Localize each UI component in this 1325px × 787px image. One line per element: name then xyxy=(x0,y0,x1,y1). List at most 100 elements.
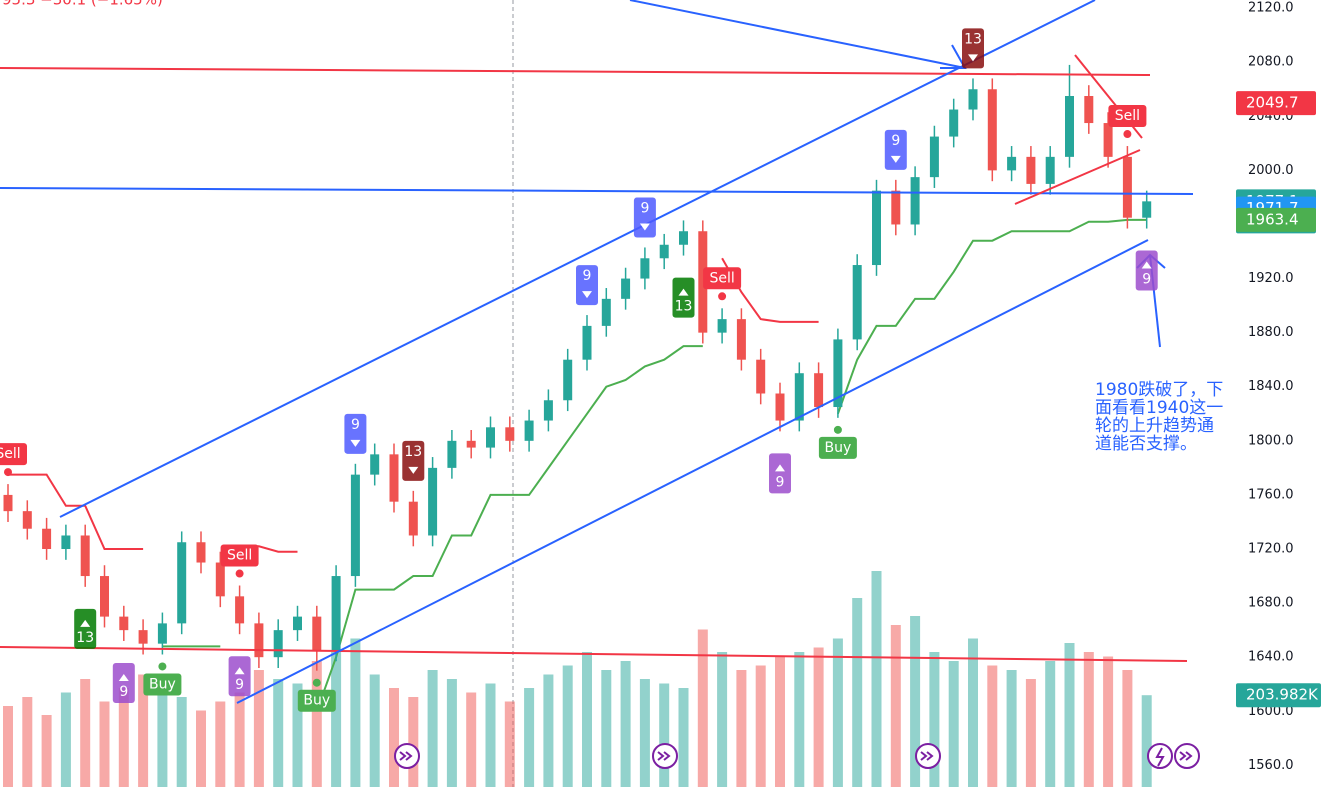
volume-bar xyxy=(446,679,457,787)
candle-body xyxy=(1045,156,1055,184)
candle-body xyxy=(370,454,380,475)
volume-badge-label: 203.982K xyxy=(1246,686,1319,704)
volume xyxy=(3,571,1152,787)
y-tick-label: 2120.0 xyxy=(1248,1,1294,16)
signal-dot xyxy=(312,678,321,687)
volume-bar xyxy=(736,670,747,787)
volume-bar xyxy=(99,701,110,787)
y-tick-label: 2080.0 xyxy=(1248,55,1294,70)
candle-body xyxy=(235,596,245,624)
volume-bar xyxy=(138,674,149,787)
volume-bar xyxy=(755,665,766,787)
icon xyxy=(394,743,420,769)
replay-icons xyxy=(394,743,1200,769)
volume-bar xyxy=(1122,670,1133,787)
signal-box xyxy=(1108,105,1147,128)
volume-bar xyxy=(524,688,535,787)
volume-bar xyxy=(504,701,515,787)
td-marker xyxy=(769,453,791,494)
volume-bar xyxy=(350,638,361,787)
volume-bar xyxy=(41,715,52,787)
td-marker xyxy=(962,28,984,69)
td-label: 9 xyxy=(776,474,785,490)
td-marker xyxy=(344,413,367,454)
y-tick-label: 1760.0 xyxy=(1248,487,1294,502)
volume-bar xyxy=(639,679,650,787)
price-axis-labels: 2120.02080.02040.02000.01960.01920.01880… xyxy=(1236,1,1321,773)
candle-body xyxy=(177,542,187,624)
volume-bar xyxy=(427,670,438,787)
channel-upper xyxy=(59,0,1096,518)
volume-bar xyxy=(775,656,785,787)
td-label: 9 xyxy=(583,268,592,284)
td-arrow xyxy=(408,466,419,474)
volume-bar xyxy=(582,652,592,787)
td-label: 13 xyxy=(76,630,94,646)
resistance-line xyxy=(0,67,1151,76)
candle-body xyxy=(331,576,341,651)
volume-bar xyxy=(601,670,612,787)
candle-body xyxy=(312,616,322,651)
signal-box xyxy=(0,443,27,466)
candle-body xyxy=(447,440,457,468)
header: 95.3 −30.1 (−1.65%) xyxy=(2,0,163,9)
signal-dot xyxy=(235,569,244,578)
volume-bar xyxy=(311,661,322,787)
td-label: 9 xyxy=(235,677,244,693)
candle-body xyxy=(852,265,862,340)
candle-body xyxy=(1122,156,1132,218)
volume-bar xyxy=(22,697,33,787)
volume-bar xyxy=(678,688,689,787)
candle-body xyxy=(466,440,476,448)
arrow-line xyxy=(629,0,966,69)
volume-bar xyxy=(543,674,554,787)
td-label: 9 xyxy=(1142,272,1151,288)
td-label: 13 xyxy=(964,31,982,47)
icon xyxy=(915,743,941,769)
candle-body xyxy=(601,298,611,326)
candle-body xyxy=(138,630,148,644)
annotation-text: 道能否支撑。 xyxy=(1095,434,1197,454)
level-line xyxy=(0,187,1194,195)
candle-body xyxy=(929,136,939,178)
signal-label: Buy xyxy=(303,693,330,709)
td-arrow xyxy=(350,439,361,447)
y-tick-label: 1800.0 xyxy=(1248,433,1294,448)
volume-bar xyxy=(968,638,978,787)
candle-body xyxy=(22,511,32,529)
candle-body xyxy=(254,623,264,658)
candle-body xyxy=(505,427,515,441)
icon xyxy=(1174,743,1200,769)
y-tick-label: 1880.0 xyxy=(1248,325,1294,340)
support-line xyxy=(0,646,1188,662)
candle-body xyxy=(486,427,495,448)
signal-dot xyxy=(1123,130,1132,139)
td-marker xyxy=(402,440,425,481)
signal-dot xyxy=(833,425,842,434)
signal-box xyxy=(143,673,182,696)
price-axis xyxy=(1232,0,1325,787)
volume-bar xyxy=(1045,661,1056,787)
td-arrow xyxy=(775,464,785,472)
volume-bar xyxy=(118,688,129,787)
candle-body xyxy=(814,373,824,408)
signal-dot xyxy=(158,662,167,671)
y-tick-label: 1640.0 xyxy=(1248,650,1294,665)
price-badge-label: 2049.7 xyxy=(1246,94,1299,112)
signal-dot xyxy=(718,292,727,301)
volume-bar xyxy=(929,652,940,787)
volume-bar xyxy=(1141,695,1152,787)
candle-body xyxy=(910,177,920,225)
volume-bar xyxy=(369,674,380,787)
volume-bar xyxy=(331,652,342,787)
candle-body xyxy=(563,359,573,401)
volume-bar xyxy=(813,647,824,787)
candle-body xyxy=(1084,96,1094,124)
td-arrow xyxy=(234,667,245,675)
volume-bar xyxy=(234,692,245,787)
signal-box xyxy=(297,689,336,712)
td-marker xyxy=(672,277,695,318)
td-marker xyxy=(576,265,598,306)
candle-body xyxy=(736,319,746,360)
candle-body xyxy=(949,109,959,137)
